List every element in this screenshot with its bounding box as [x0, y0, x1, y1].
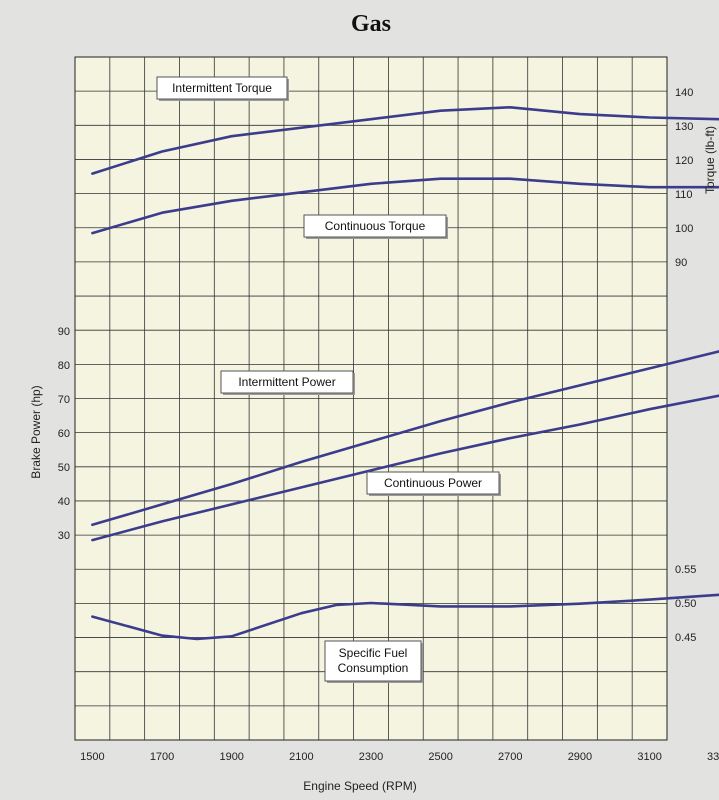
annotation-cont-power: Continuous Power	[366, 471, 501, 496]
x-tick-label: 3100	[637, 751, 661, 763]
x-tick-label: 2100	[289, 751, 313, 763]
torque-tick-label: 120	[675, 155, 693, 167]
x-tick-label: 2900	[568, 751, 592, 763]
torque-tick-label: 100	[675, 223, 693, 235]
specific-fuel-consumption-line	[91, 593, 719, 641]
annotation-box	[156, 76, 288, 100]
annotation-text: Continuous Power	[384, 476, 482, 490]
annotation-box	[366, 471, 500, 495]
continuous-torque-line	[91, 177, 719, 235]
fuel-tick-label: 0.45	[675, 632, 696, 644]
x-tick-label: 2700	[498, 751, 522, 763]
x-axis-title: Engine Speed (RPM)	[303, 779, 416, 793]
tick-labels-layer: 1500 1700 1900 2100 2300 2500 2700 2900 3100 3300…	[58, 87, 719, 763]
right-axis-title: Torque (lb-ft)	[703, 126, 717, 194]
annotation-text: Intermittent Power	[238, 375, 335, 389]
annotation-box	[220, 370, 354, 394]
annotation-int-power: Intermittent Power	[220, 370, 355, 395]
left-tick-label: 50	[58, 462, 70, 474]
annotation-cont-torque: Continuous Torque	[303, 214, 448, 239]
annotation-text-line: Specific Fuel	[339, 646, 408, 660]
x-tick-label: 3300	[707, 751, 719, 763]
left-tick-label: 40	[58, 496, 70, 508]
chart-title: Gas	[351, 11, 391, 37]
annotation-box	[324, 640, 422, 682]
x-tick-label: 1700	[150, 751, 174, 763]
torque-tick-label: 110	[675, 189, 693, 201]
left-tick-label: 70	[58, 394, 70, 406]
torque-tick-label: 130	[675, 121, 693, 133]
left-tick-label: 60	[58, 428, 70, 440]
fuel-tick-label: 0.55	[675, 564, 696, 576]
fuel-tick-label: 0.50	[675, 598, 696, 610]
x-tick-label: 1900	[219, 751, 243, 763]
x-tick-label: 2300	[359, 751, 383, 763]
annotations-layer: Intermittent Torque Continuous Torque Inte…	[156, 76, 501, 683]
left-axis-title: Brake Power (hp)	[29, 385, 43, 478]
left-tick-label: 80	[58, 360, 70, 372]
torque-tick-label: 90	[675, 257, 687, 269]
lines-layer	[91, 106, 719, 641]
annotation-text: Intermittent Torque	[172, 81, 272, 95]
annotation-text-line: Consumption	[338, 661, 409, 675]
x-tick-label: 2500	[428, 751, 452, 763]
torque-tick-label: 140	[675, 87, 693, 99]
annotation-text: Continuous Torque	[325, 219, 426, 233]
annotation-int-torque: Intermittent Torque	[156, 76, 289, 101]
left-tick-label: 90	[58, 326, 70, 338]
annotation-box	[303, 214, 447, 238]
grid-layer	[75, 57, 667, 740]
intermittent-power-line	[91, 350, 719, 527]
left-tick-label: 30	[58, 530, 70, 542]
x-tick-label: 1500	[80, 751, 104, 763]
intermittent-torque-line	[91, 106, 719, 175]
continuous-power-line	[91, 394, 719, 542]
